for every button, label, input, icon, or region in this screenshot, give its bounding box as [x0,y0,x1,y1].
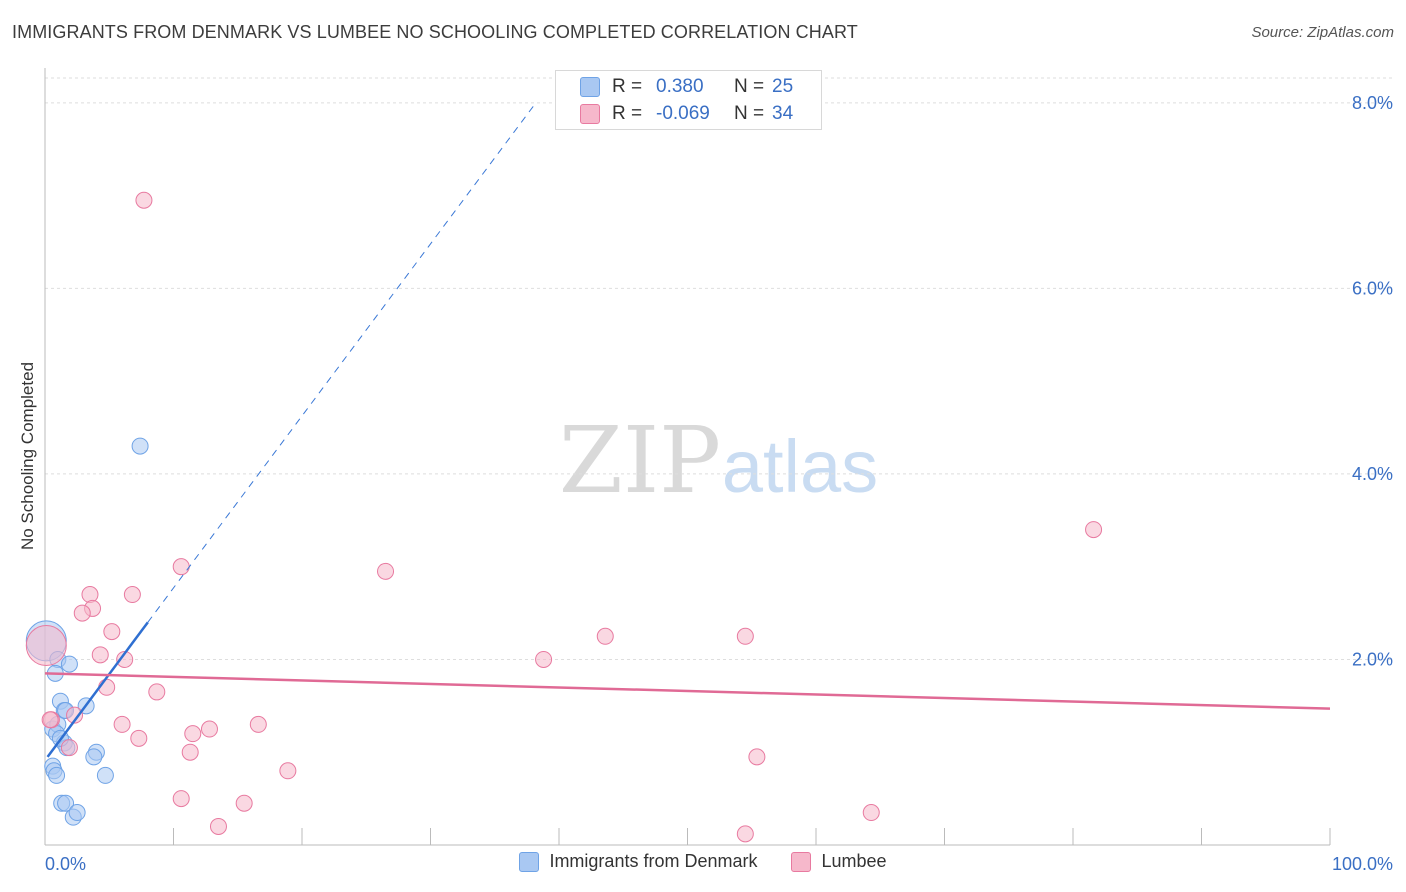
point-lumbee [249,715,267,733]
legend-label-lumbee: Lumbee [821,851,887,871]
legend-item-lumbee[interactable]: Lumbee [791,851,887,872]
point-lumbee [98,678,116,696]
point-lumbee [200,720,218,738]
trend-line-lumbee [44,672,1331,710]
stats-legend-box: R = 0.380 N = 25 R = -0.069 N = 34 [555,70,822,130]
stats-row-denmark: R = 0.380 N = 25 [580,74,793,100]
y-tick-label: 8.0% [1352,93,1393,113]
point-denmark [131,437,149,455]
stats-r-label: R = [612,103,643,124]
point-lumbee [91,646,109,664]
point-lumbee [103,623,121,641]
legend-item-denmark[interactable]: Immigrants from Denmark [519,851,757,872]
source-label: Source: ZipAtlas.com [1251,24,1394,41]
x-tick-label-max: 100.0% [1332,854,1393,874]
chart-title: IMMIGRANTS FROM DENMARK VS LUMBEE NO SCH… [12,22,858,42]
point-lumbee [279,762,297,780]
trend-line-denmark [46,621,149,758]
point-denmark [96,766,114,784]
point-lumbee [113,715,131,733]
point-lumbee [748,748,766,766]
stats-r-value: -0.069 [656,103,710,124]
point-lumbee [25,625,67,667]
stats-r-value: 0.380 [656,76,704,97]
stats-n-value: 34 [772,103,794,124]
point-lumbee [209,817,227,835]
stats-row-lumbee: R = -0.069 N = 34 [580,101,793,127]
point-lumbee [73,604,91,622]
y-tick-label: 6.0% [1352,278,1393,298]
point-lumbee [736,627,754,645]
point-lumbee [535,650,553,668]
trend-line-denmark-extrapolated [147,102,537,623]
point-lumbee [235,794,253,812]
point-lumbee [184,725,202,743]
y-tick-label: 2.0% [1352,649,1393,669]
stats-swatch-denmark [580,77,600,97]
point-lumbee [135,191,153,209]
point-denmark [68,804,86,822]
legend-swatch-lumbee [791,851,812,872]
point-lumbee [81,586,99,604]
point-denmark [85,748,103,766]
legend-label-denmark: Immigrants from Denmark [549,851,758,871]
point-lumbee [862,804,880,822]
stats-r-label: R = [612,76,643,97]
legend-swatch-denmark [519,851,540,872]
point-lumbee [66,706,84,724]
point-lumbee [377,562,395,580]
watermark-zip: ZIP [559,407,721,514]
stats-n-label: N = [734,76,765,97]
point-lumbee [181,743,199,761]
point-lumbee [736,825,754,843]
x-tick-label-min: 0.0% [45,854,86,874]
bottom-legend: Immigrants from Denmark Lumbee [0,851,1406,872]
point-lumbee [1085,521,1103,539]
point-lumbee [148,683,166,701]
point-denmark [48,766,66,784]
point-denmark [60,655,78,673]
stats-n-value: 25 [772,76,794,97]
point-lumbee [41,711,59,729]
point-lumbee [172,558,190,576]
point-denmark [57,794,75,812]
stats-n-label: N = [734,103,765,124]
point-lumbee [172,790,190,808]
point-lumbee [596,627,614,645]
point-lumbee [123,586,141,604]
watermark-atlas: atlas [722,425,878,508]
point-lumbee [130,729,148,747]
stats-swatch-lumbee [580,104,600,124]
y-tick-label: 4.0% [1352,464,1393,484]
point-lumbee [60,739,78,757]
